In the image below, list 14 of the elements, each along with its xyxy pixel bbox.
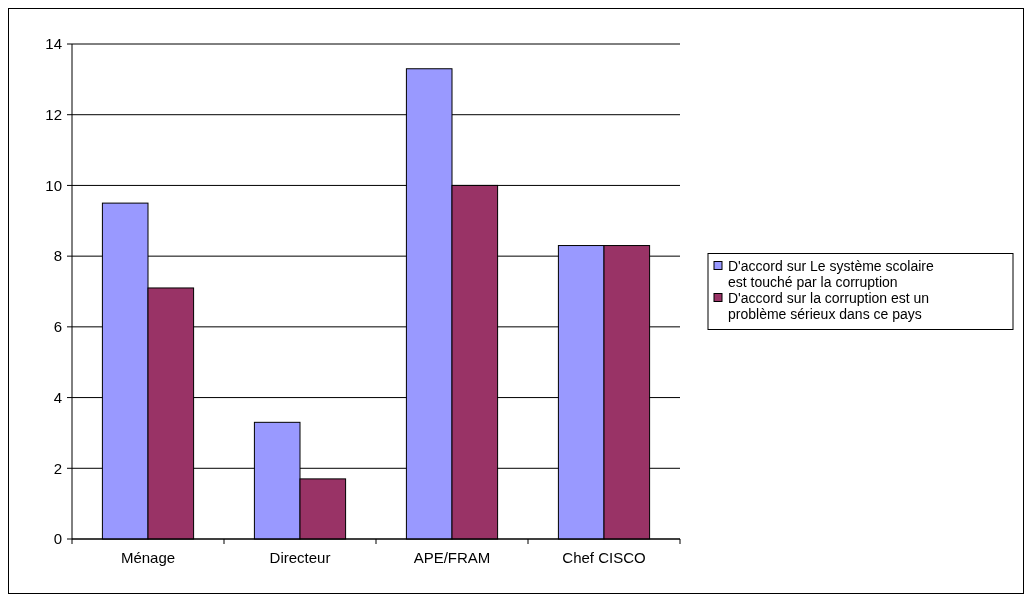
legend-label: D'accord sur la corruption est un problème sérieux dans ce pays — [728, 289, 930, 322]
y-tick-label: 2 — [53, 459, 62, 477]
y-tick-label: 12 — [45, 105, 62, 123]
y-tick-label: 0 — [53, 530, 62, 548]
x-tick-label: Ménage — [120, 549, 176, 566]
y-tick-label: 6 — [53, 318, 62, 336]
x-tick-label: Chef CISCO — [562, 549, 646, 566]
y-tick-label: 14 — [45, 35, 62, 53]
legend-label: D'accord sur Le système scolaire est touché par la corruption — [728, 257, 934, 290]
y-tick-label: 4 — [53, 388, 62, 406]
x-tick-label: APE/FRAM — [413, 549, 491, 566]
x-tick-label: Directeur — [269, 549, 331, 566]
y-tick-label: 8 — [53, 247, 62, 265]
y-tick-label: 10 — [45, 176, 62, 194]
